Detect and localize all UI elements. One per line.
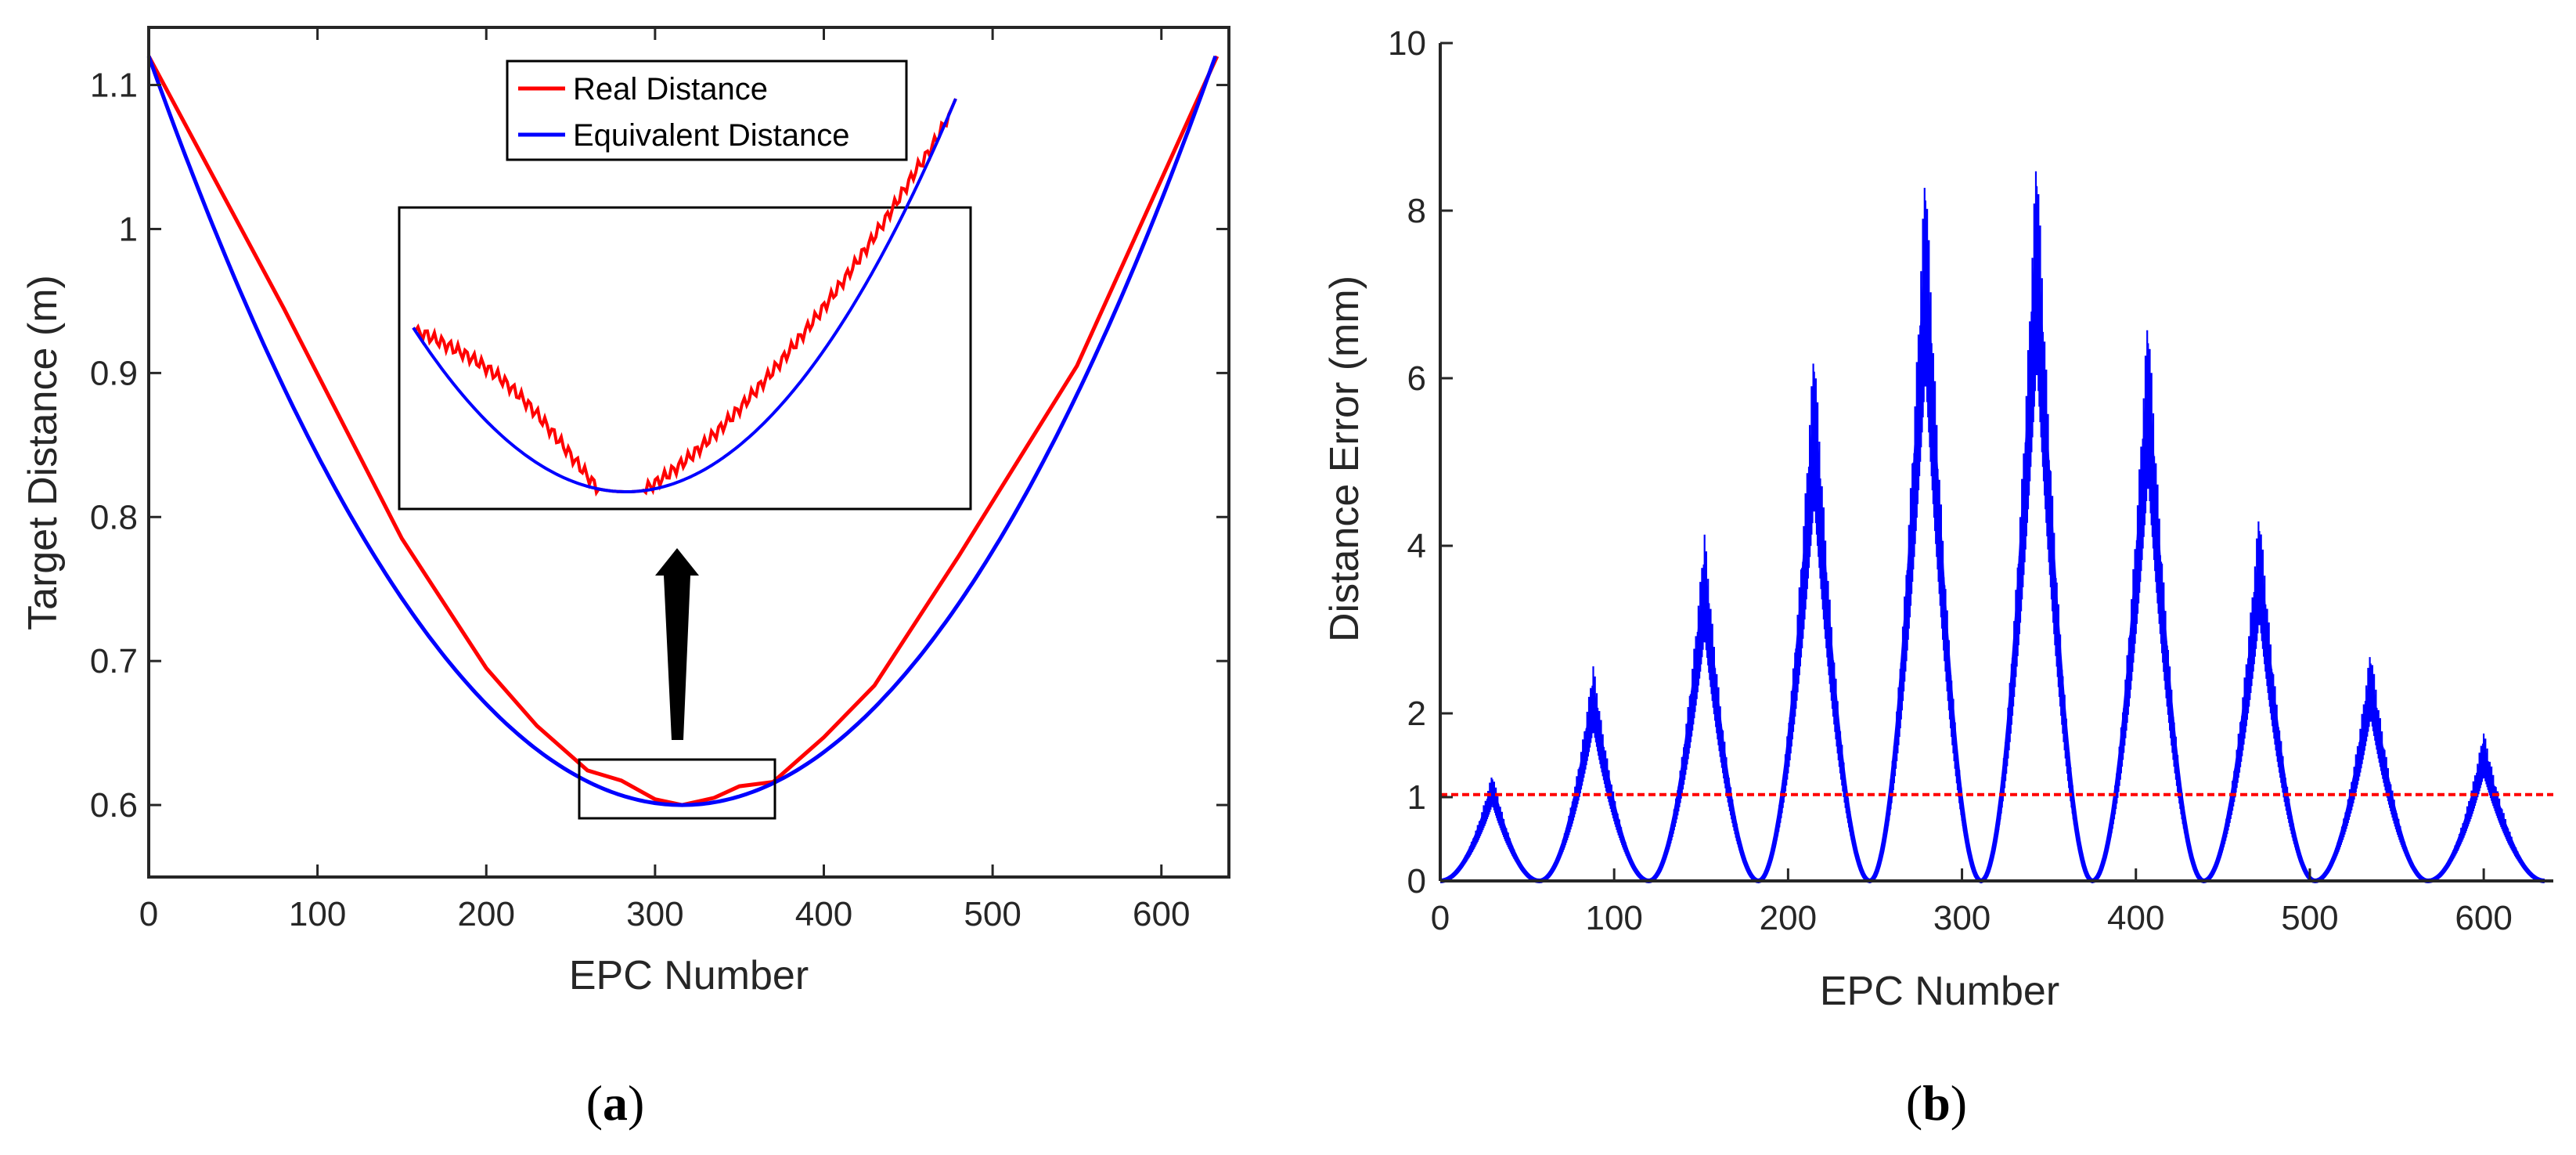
inset-real-line bbox=[412, 98, 957, 497]
caption-b-letter: b bbox=[1922, 1075, 1951, 1131]
a-y-tick-label: 0.6 bbox=[90, 786, 138, 825]
b-x-tick-label: 400 bbox=[2107, 899, 2164, 937]
b-x-tick-label: 500 bbox=[2281, 899, 2338, 937]
b-y-tick-label: 2 bbox=[1407, 695, 1426, 733]
panel-b-ylabel: Distance Error (mm) bbox=[1322, 276, 1367, 642]
panel-a-ylabel: Target Distance (m) bbox=[20, 275, 66, 630]
a-x-tick-label: 300 bbox=[626, 895, 683, 933]
a-x-tick-label: 0 bbox=[139, 895, 158, 933]
panel-a: 0 100 200 300 400 500 600 0.6 0.7 0.8 0.9 1 1.1 Real… bbox=[20, 26, 1230, 1131]
legend-real-label: Real Distance bbox=[573, 72, 768, 106]
caption-a-letter: a bbox=[603, 1075, 628, 1131]
inset-equivalent-line bbox=[412, 98, 957, 493]
inset-box bbox=[398, 206, 972, 511]
legend-box bbox=[506, 60, 908, 161]
b-x-tick-label: 300 bbox=[1933, 899, 1991, 937]
panel-a-ticks: 0 100 200 300 400 500 600 0.6 0.7 0.8 0.9 1 1.1 bbox=[90, 27, 1229, 933]
a-y-tick-label: 0.7 bbox=[90, 642, 138, 680]
b-x-tick-label: 600 bbox=[2455, 899, 2512, 937]
b-y-tick-label: 10 bbox=[1388, 24, 1426, 63]
zoom-arrow bbox=[655, 548, 699, 740]
caption-a-open: ( bbox=[586, 1075, 603, 1131]
panel-a-xlabel: EPC Number bbox=[569, 953, 809, 998]
a-x-tick-label: 500 bbox=[964, 895, 1021, 933]
panel-b: 0 100 200 300 400 500 600 0 1 2 4 6 8 10 EPC Number D… bbox=[1322, 24, 2553, 1131]
b-x-tick-label: 200 bbox=[1760, 899, 1817, 937]
a-x-tick-label: 200 bbox=[458, 895, 515, 933]
inset-curves bbox=[412, 98, 957, 497]
a-x-tick-label: 400 bbox=[795, 895, 852, 933]
panel-b-xlabel: EPC Number bbox=[1820, 969, 2059, 1014]
a-x-tick-label: 600 bbox=[1133, 895, 1190, 933]
panel-a-axes-box bbox=[147, 26, 1230, 879]
a-y-tick-label: 0.9 bbox=[90, 354, 138, 392]
panel-b-ticks: 0 100 200 300 400 500 600 0 1 2 4 6 8 10 bbox=[1388, 24, 2513, 937]
caption-b-close: ) bbox=[1951, 1075, 1967, 1131]
panel-b-caption: (b) bbox=[1906, 1075, 1967, 1131]
caption-a-close: ) bbox=[628, 1075, 644, 1131]
panel-b-curves bbox=[1439, 171, 2553, 884]
b-y-tick-label: 6 bbox=[1407, 359, 1426, 398]
b-y-tick-label: 8 bbox=[1407, 192, 1426, 230]
panel-a-curves bbox=[146, 55, 1220, 807]
a-y-tick-label: 1.1 bbox=[90, 67, 138, 105]
a-x-tick-label: 100 bbox=[289, 895, 346, 933]
equivalent-distance-line bbox=[146, 55, 1218, 807]
b-y-tick-label: 0 bbox=[1407, 862, 1426, 901]
a-y-tick-label: 1 bbox=[119, 210, 138, 248]
b-x-tick-label: 100 bbox=[1585, 899, 1642, 937]
panel-a-inset bbox=[398, 98, 972, 511]
a-y-tick-label: 0.8 bbox=[90, 498, 138, 536]
b-x-tick-label: 0 bbox=[1431, 899, 1450, 937]
b-y-tick-label: 1 bbox=[1407, 778, 1426, 817]
distance-error-line bbox=[1439, 247, 2545, 884]
zoom-source-box bbox=[578, 758, 776, 820]
legend-equivalent-label: Equivalent Distance bbox=[573, 118, 850, 153]
panel-a-caption: (a) bbox=[586, 1075, 645, 1131]
panel-a-legend: Real Distance Equivalent Distance bbox=[506, 60, 908, 161]
caption-b-open: ( bbox=[1906, 1075, 1922, 1131]
b-y-tick-label: 4 bbox=[1407, 527, 1426, 565]
